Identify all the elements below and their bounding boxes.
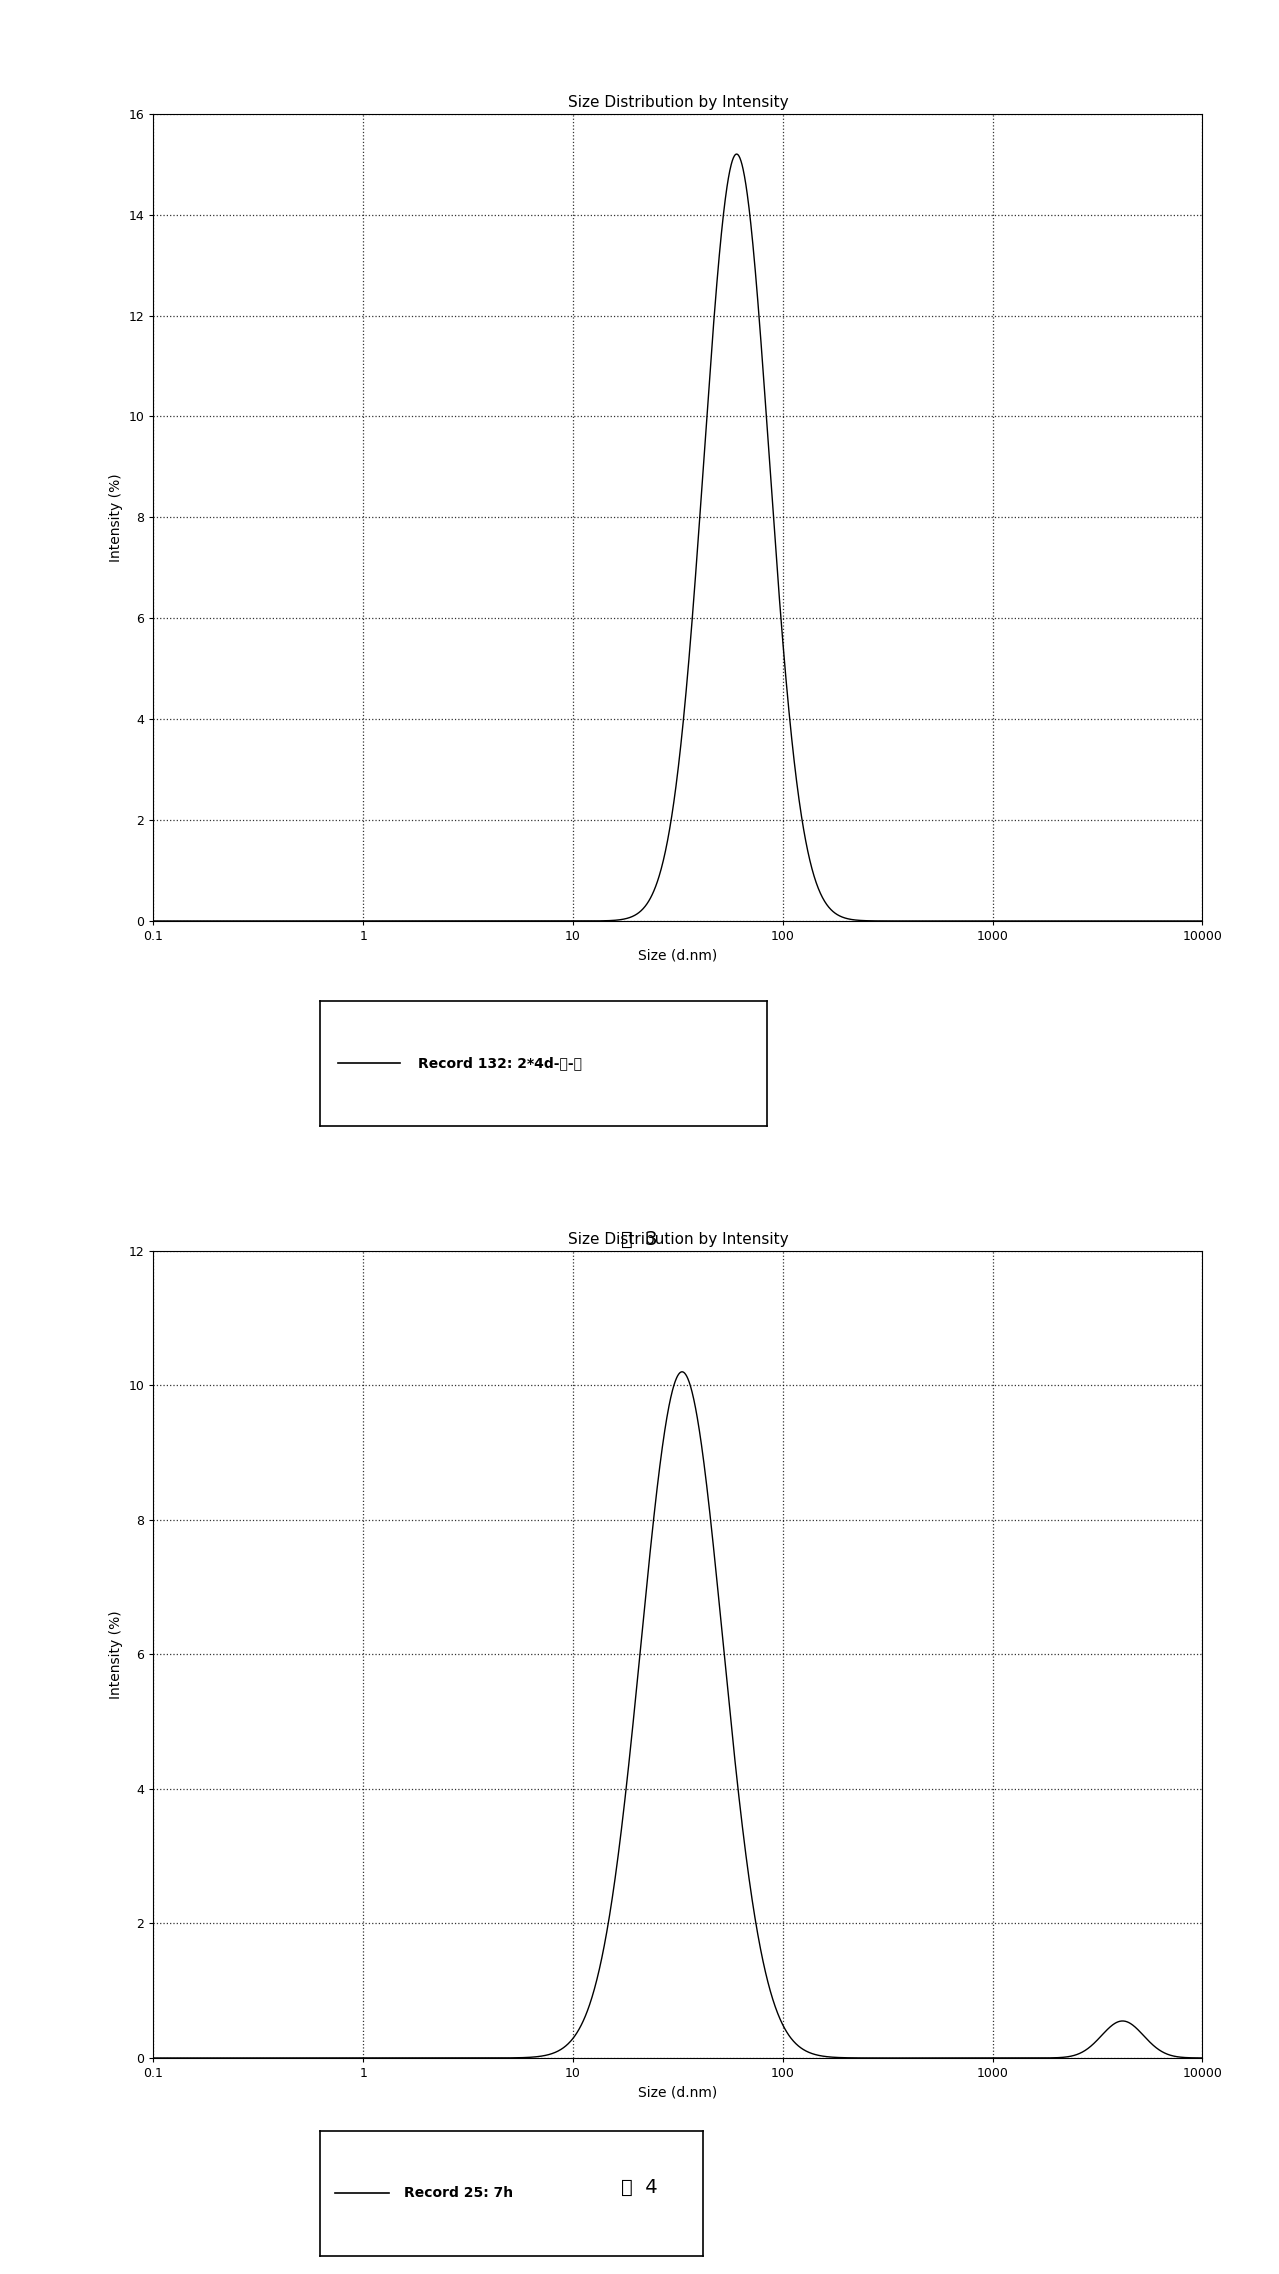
Text: 图  4: 图 4: [622, 2178, 657, 2197]
Text: Record 25: 7h: Record 25: 7h: [404, 2185, 513, 2201]
Title: Size Distribution by Intensity: Size Distribution by Intensity: [568, 1233, 788, 1246]
Y-axis label: Intensity (%): Intensity (%): [109, 1610, 123, 1699]
Y-axis label: Intensity (%): Intensity (%): [109, 473, 123, 562]
X-axis label: Size (d.nm): Size (d.nm): [638, 2085, 718, 2099]
Text: 图  3: 图 3: [622, 1230, 657, 1248]
Text: Record 132: 2*4d-滤-超: Record 132: 2*4d-滤-超: [418, 1055, 582, 1071]
Title: Size Distribution by Intensity: Size Distribution by Intensity: [568, 96, 788, 109]
X-axis label: Size (d.nm): Size (d.nm): [638, 948, 718, 962]
